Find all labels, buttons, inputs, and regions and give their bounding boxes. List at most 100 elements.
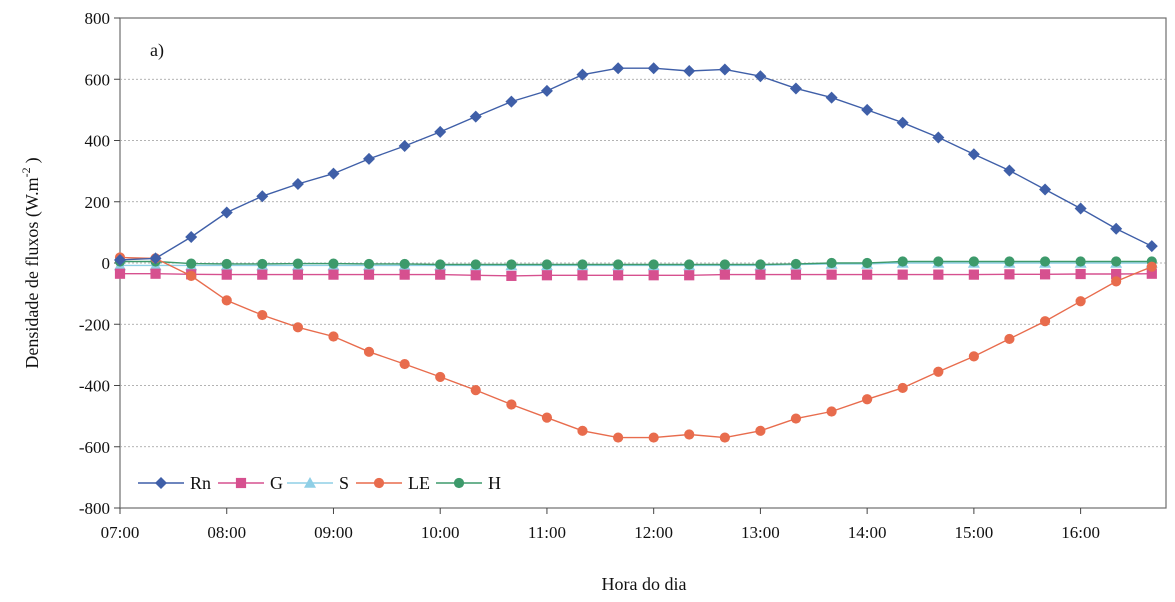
data-point-g [1111,268,1122,280]
data-point-le [399,358,410,370]
legend: Rn G S LE H [138,473,501,493]
y-tick-label: 400 [85,132,111,151]
data-point-le [1004,333,1015,345]
data-point-g [1075,268,1086,280]
data-point-g [613,270,624,281]
series-group [114,62,1158,443]
data-point-g [435,269,446,280]
panel-label: a) [150,40,164,61]
data-point-le [719,432,730,443]
data-point-rn [825,91,838,104]
data-point-h [1075,256,1086,267]
y-tick-label: -600 [79,438,110,457]
data-point-le [968,351,979,362]
series-h [114,256,1157,270]
legend-label-le: LE [408,473,430,493]
y-tick-label: 600 [85,70,111,89]
data-point-rn [398,140,411,153]
data-point-rn [896,116,909,129]
x-tick-label: 08:00 [207,523,246,542]
data-point-rn [754,70,767,83]
data-point-g [541,270,553,281]
data-point-le [328,331,339,342]
x-tick-label: 10:00 [421,523,460,542]
y-axis-title-sup: -2 [19,167,33,177]
data-point-rn [149,252,162,265]
data-point-g [257,269,268,280]
data-point-le [826,406,837,417]
x-tick-label: 09:00 [314,523,353,542]
data-point-rn [932,131,945,144]
data-point-rn [1110,222,1123,235]
legend-marker-g [235,477,247,489]
data-point-rn [1074,202,1087,215]
series-line-s [120,262,1152,267]
data-point-rn [967,148,980,161]
data-point-h [826,257,837,269]
data-point-h [221,258,232,270]
data-point-g [897,269,908,280]
data-point-rn [789,82,802,95]
series-line-h [120,260,1152,266]
data-point-h [186,258,197,269]
data-point-rn [576,68,589,81]
data-point-h [541,259,553,270]
data-point-le [541,412,553,423]
data-point-le [755,425,766,436]
legend-marker-le [373,477,385,489]
data-point-rn [505,95,518,108]
data-point-g [150,268,161,279]
data-point-h [292,258,304,269]
data-point-g [790,269,802,280]
data-point-rn [718,63,731,76]
data-point-rn [291,177,304,190]
data-point-g [470,270,481,281]
data-point-le [506,399,517,410]
legend-item-rn: Rn [138,473,211,493]
data-point-g [399,269,410,280]
data-point-h [1039,256,1051,267]
data-point-g [826,269,837,280]
x-tick-label: 12:00 [634,523,673,542]
data-point-le [1111,276,1122,287]
data-point-h [897,256,908,267]
data-point-h [719,259,730,270]
data-point-le [221,295,232,306]
series-line-rn [119,67,1153,261]
data-point-rn [1039,183,1052,196]
x-tick-label: 11:00 [528,523,566,542]
y-axis-title: Densidade de fluxos (W.m-2) [19,157,43,368]
data-point-le [790,413,802,424]
data-point-g [1004,269,1015,280]
x-tick-label: 15:00 [955,523,994,542]
data-point-le [435,371,446,383]
series-line-le [119,256,1153,439]
data-point-g [577,270,588,281]
data-point-h [435,259,446,270]
legend-item-s: S [287,473,349,493]
data-point-rn [1003,164,1016,177]
data-point-g [328,269,339,280]
legend-marker-h [453,477,465,489]
data-point-g [363,269,375,280]
legend-item-g: G [218,473,283,493]
data-point-h [506,259,517,270]
data-point-rn [185,230,198,243]
data-point-rn [612,62,625,75]
data-point-h [933,256,944,267]
legend-marker-rn [155,477,167,489]
data-point-h [755,259,766,270]
data-point-h [470,259,481,270]
legend-marker-s [304,477,316,488]
data-point-g [684,270,695,281]
data-point-rn [434,125,447,138]
data-point-le [897,382,908,394]
data-point-g [862,269,873,280]
data-point-le [862,394,873,405]
data-point-g [114,268,126,279]
data-point-le [292,322,304,333]
data-point-rn [256,190,269,203]
legend-item-h: H [436,473,501,493]
legend-label-h: H [488,473,501,493]
